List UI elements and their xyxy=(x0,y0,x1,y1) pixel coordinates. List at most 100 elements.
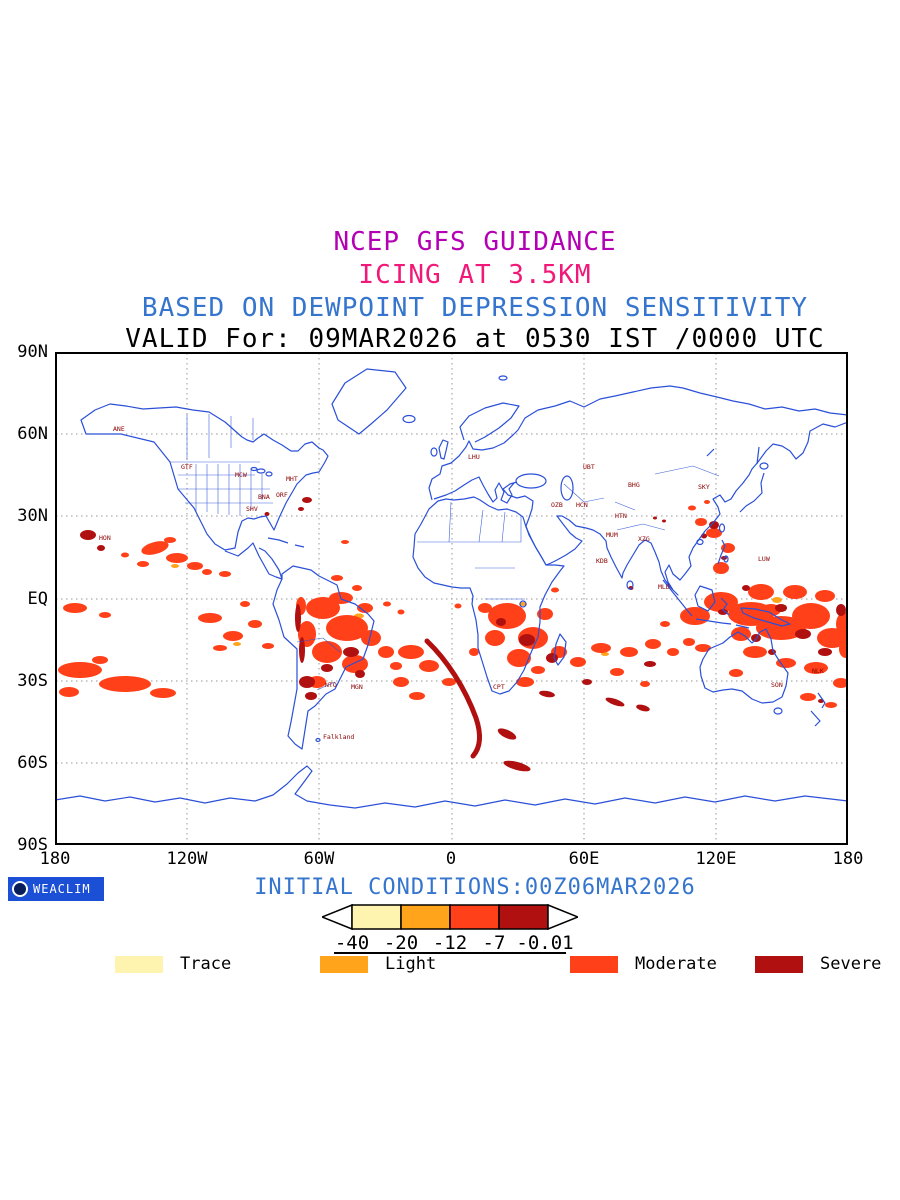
title-product: ICING AT 3.5KM xyxy=(358,260,592,290)
coastline-uk xyxy=(438,439,449,460)
station-label: BNA xyxy=(258,493,270,501)
coastline-svalbard xyxy=(498,375,508,381)
coastline-sakhalin xyxy=(756,446,760,465)
coastline-sumatra xyxy=(662,579,693,617)
weaclim-logo: WEACLIM xyxy=(8,877,104,901)
legend-label-light: Light xyxy=(385,954,437,974)
lake-victoria xyxy=(519,600,527,608)
lake-baikal xyxy=(706,448,715,457)
station-label: GTF xyxy=(181,463,193,471)
title-method: BASED ON DEWPOINT DEPRESSION SENSITIVITY xyxy=(141,293,809,323)
coastline-hokkaido xyxy=(759,462,769,470)
coastline-sri-lanka xyxy=(626,580,634,590)
y-axis-tick-60n: 60N xyxy=(17,424,48,444)
station-label: OZB xyxy=(551,501,563,509)
coastline-sulawesi xyxy=(720,597,730,616)
icing-light-regions xyxy=(108,564,782,687)
coastline-scandinavia xyxy=(459,402,520,443)
colorbar-tick-4: -7 xyxy=(482,932,506,954)
icing-severe-streak xyxy=(424,638,483,759)
y-axis-tick-90s: 90S xyxy=(17,835,48,855)
initial-conditions-text: INITIAL CONDITIONS:00Z06MAR2026 xyxy=(254,875,696,900)
legend-label-severe: Severe xyxy=(820,954,882,974)
coastline-cuba xyxy=(267,537,305,548)
colorbar-tick-5: -0.01 xyxy=(516,932,574,954)
station-label: HON xyxy=(99,534,111,542)
coastline-greenland xyxy=(331,368,407,435)
legend-swatch-trace xyxy=(115,956,163,973)
coastline-java xyxy=(695,618,750,629)
y-axis-tick-60s: 60S xyxy=(17,753,48,773)
colorbar-tick-1: -40 xyxy=(334,932,370,954)
y-axis-tick-30n: 30N xyxy=(17,506,48,526)
coastline-australia xyxy=(699,628,789,704)
falkland-islands xyxy=(315,737,321,743)
coastline-africa xyxy=(412,496,565,695)
coastline-philippines xyxy=(717,539,726,565)
station-label: SKY xyxy=(698,483,710,491)
x-axis-tick-180w: 180 xyxy=(39,849,71,869)
weaclim-logo-icon xyxy=(12,881,28,897)
station-label: BHG xyxy=(628,481,640,489)
black-sea xyxy=(515,473,547,489)
colorbar-tick-2: -20 xyxy=(383,932,419,954)
colorbar-cell-trace xyxy=(351,904,402,930)
coastline-north-america xyxy=(80,403,329,551)
coastline-antarctica xyxy=(55,765,848,809)
coastline-mediterranean xyxy=(433,476,515,504)
x-axis-tick-180e: 180 xyxy=(832,849,864,869)
great-lakes-1 xyxy=(256,468,266,474)
coastline-new-zealand xyxy=(810,692,826,727)
station-label: MHT xyxy=(286,475,298,483)
station-label: SON xyxy=(771,681,783,689)
coastline-japan xyxy=(739,472,765,513)
x-axis-tick-60w: 60W xyxy=(303,849,335,869)
station-label: HTN xyxy=(615,512,627,520)
colorbar xyxy=(322,903,578,931)
legend-swatch-light xyxy=(320,956,368,973)
station-label: KDB xyxy=(596,557,608,565)
weaclim-logo-text: WEACLIM xyxy=(33,882,91,896)
coastlines xyxy=(55,368,848,809)
coastline-taiwan xyxy=(718,523,726,533)
map-border xyxy=(55,352,848,845)
country-state-borders xyxy=(170,414,720,691)
station-label: MUM xyxy=(606,531,618,539)
station-label: XZG xyxy=(638,535,650,543)
station-label: MLD xyxy=(658,583,670,591)
colorbar-cell-moderate xyxy=(449,904,500,930)
x-axis-tick-0: 0 xyxy=(445,849,457,869)
great-lakes-3 xyxy=(250,466,258,472)
station-label: MCW xyxy=(235,471,247,479)
icing-severe-regions xyxy=(80,497,846,772)
colorbar-cell-severe xyxy=(498,904,549,930)
station-label: MGN xyxy=(351,683,363,691)
legend-swatch-severe xyxy=(755,956,803,973)
legend-label-trace: Trace xyxy=(180,954,232,974)
coastline-hainan xyxy=(696,538,704,546)
station-label: LHU xyxy=(468,453,480,461)
colorbar-right-arrow xyxy=(547,903,578,931)
coastline-borneo xyxy=(694,585,716,612)
colorbar-cell-light xyxy=(400,904,451,930)
coastline-central-america xyxy=(224,542,283,580)
station-label: Falkland xyxy=(323,733,354,741)
station-label: ANE xyxy=(113,425,125,433)
legend-swatch-moderate xyxy=(570,956,618,973)
caspian-sea xyxy=(560,475,574,501)
station-label: ORF xyxy=(276,491,288,499)
station-label: SHV xyxy=(246,505,258,513)
coastline-madagascar xyxy=(553,633,567,666)
coastline-new-guinea xyxy=(740,607,791,627)
title-valid-time: VALID For: 09MAR2026 at 0530 IST /0000 U… xyxy=(125,324,825,354)
x-axis-tick-120e: 120E xyxy=(695,849,737,869)
station-label: UBT xyxy=(583,463,595,471)
coastline-iceland xyxy=(402,414,416,424)
title-model-name: NCEP GFS GUIDANCE xyxy=(333,227,617,257)
coastline-ireland xyxy=(430,447,438,457)
legend-label-moderate: Moderate xyxy=(635,954,717,974)
coastline-south-america xyxy=(272,565,375,750)
